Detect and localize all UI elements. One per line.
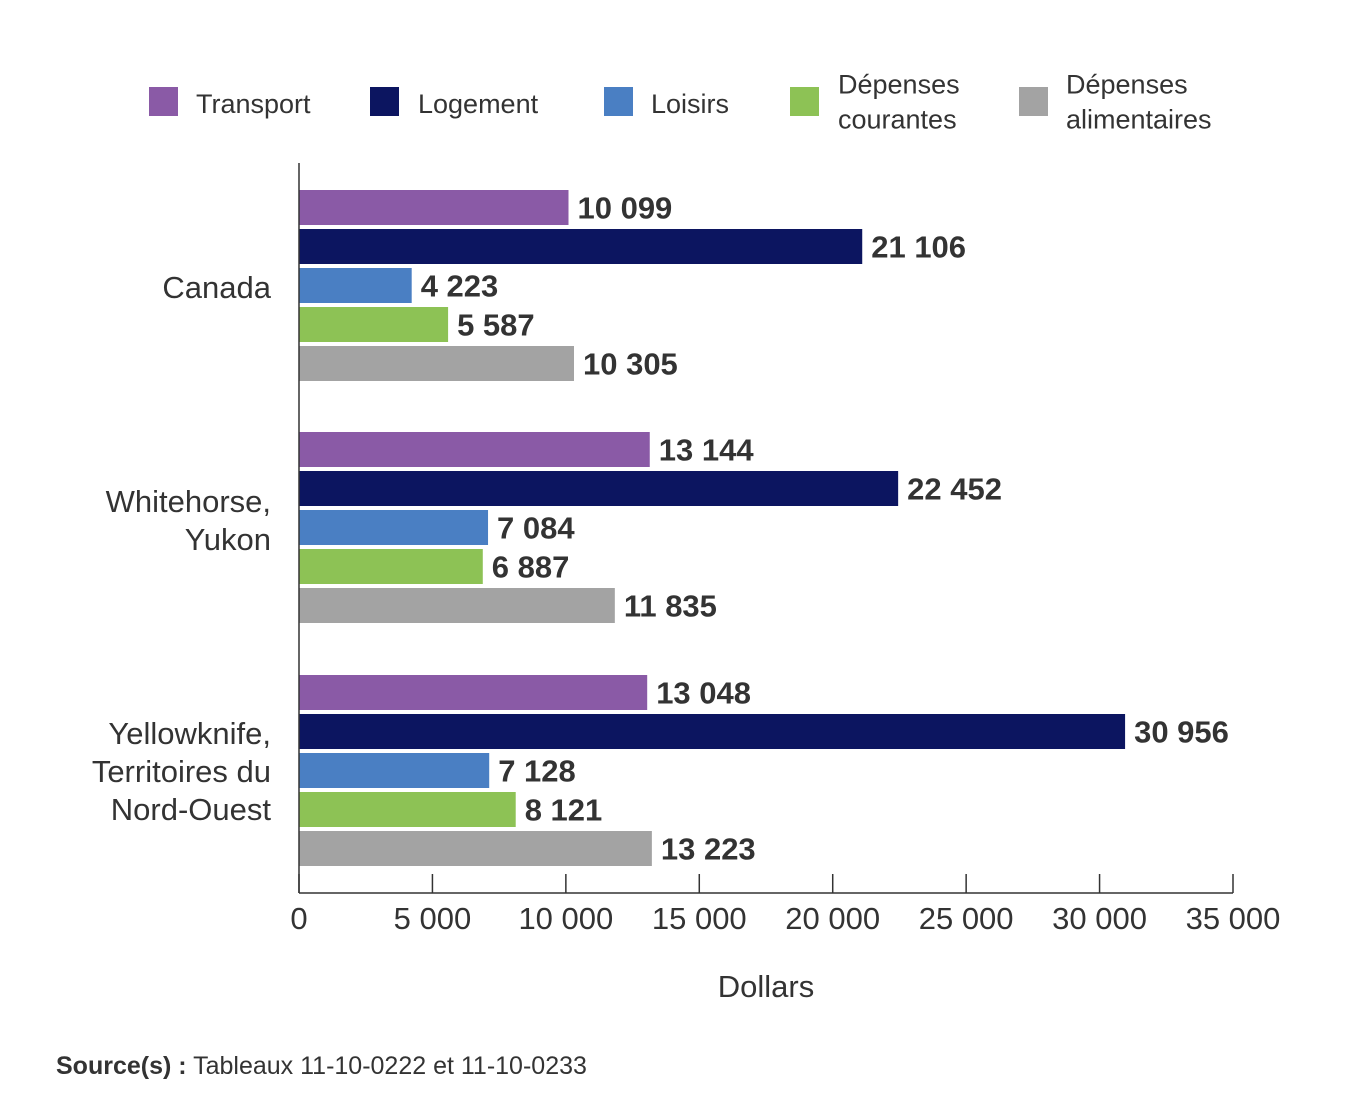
data-label: 13 144 bbox=[659, 433, 755, 468]
legend-item: Loisirs bbox=[604, 87, 729, 119]
x-tick-label: 10 000 bbox=[518, 901, 613, 936]
x-tick-label: 15 000 bbox=[652, 901, 747, 936]
category-label: Whitehorse, Yukon bbox=[106, 484, 271, 557]
bar bbox=[299, 190, 569, 225]
legend-item: Logement bbox=[370, 87, 539, 119]
bar bbox=[299, 753, 490, 788]
data-label: 8 121 bbox=[525, 793, 603, 828]
legend-label: Loisirs bbox=[651, 89, 729, 119]
data-label: 5 587 bbox=[457, 308, 535, 343]
bars-layer: 10 099 21 106 4 223 5 587 10 305 13 144 22 452… bbox=[299, 190, 1229, 867]
bar bbox=[299, 714, 1126, 749]
legend-swatch bbox=[370, 87, 399, 116]
bar bbox=[299, 831, 652, 866]
legend-label: Dépenses alimentaires bbox=[1066, 70, 1212, 135]
data-label: 30 956 bbox=[1134, 715, 1229, 750]
legend-item: Transport bbox=[149, 87, 311, 119]
data-label: 10 305 bbox=[583, 347, 678, 382]
x-axis-title: Dollars bbox=[718, 969, 814, 1004]
x-tick-label: 30 000 bbox=[1052, 901, 1147, 936]
bar bbox=[299, 229, 863, 264]
legend-swatch bbox=[604, 87, 633, 116]
data-label: 13 048 bbox=[656, 676, 751, 711]
category-label: Canada bbox=[162, 270, 271, 305]
x-tick-label: 25 000 bbox=[919, 901, 1014, 936]
data-label: 22 452 bbox=[907, 472, 1002, 507]
bar bbox=[299, 432, 650, 467]
x-tick-label: 35 000 bbox=[1186, 901, 1281, 936]
source-note: Source(s) : Tableaux 11-10-0222 et 11-10… bbox=[56, 1052, 587, 1081]
bar bbox=[299, 675, 648, 710]
bar bbox=[299, 549, 483, 584]
bar bbox=[299, 510, 489, 545]
bar bbox=[299, 792, 516, 827]
x-tick-label: 0 bbox=[290, 901, 307, 936]
x-tick-label: 5 000 bbox=[394, 901, 472, 936]
legend-label: Dépenses courantes bbox=[838, 70, 960, 135]
source-label: Source(s) : bbox=[56, 1052, 187, 1080]
legend-swatch bbox=[1019, 87, 1048, 116]
legend: Transport Logement Loisirs Dépenses courante… bbox=[149, 70, 1212, 135]
data-label: 7 084 bbox=[497, 511, 575, 546]
data-label: 6 887 bbox=[492, 550, 570, 585]
source-text: Tableaux 11-10-0222 et 11-10-0233 bbox=[193, 1052, 587, 1080]
bar bbox=[299, 588, 615, 623]
bar bbox=[299, 471, 899, 506]
legend-swatch bbox=[149, 87, 178, 116]
bar-chart: Transport Logement Loisirs Dépenses courante… bbox=[92, 70, 1281, 1005]
bar bbox=[299, 268, 412, 303]
data-label: 4 223 bbox=[421, 269, 499, 304]
legend-swatch bbox=[790, 87, 819, 116]
data-label: 21 106 bbox=[871, 230, 966, 265]
bar bbox=[299, 346, 574, 381]
bar bbox=[299, 307, 449, 342]
legend-item: Dépenses alimentaires bbox=[1019, 70, 1212, 135]
data-label: 11 835 bbox=[624, 589, 717, 624]
data-label: 13 223 bbox=[661, 832, 756, 867]
x-tick-label: 20 000 bbox=[785, 901, 880, 936]
legend-item: Dépenses courantes bbox=[790, 70, 960, 135]
category-label: Yellowknife, Territoires du Nord-Ouest bbox=[92, 716, 272, 827]
legend-label: Transport bbox=[196, 89, 311, 119]
data-label: 7 128 bbox=[498, 754, 576, 789]
legend-label: Logement bbox=[418, 89, 539, 119]
data-label: 10 099 bbox=[577, 191, 672, 226]
axes: 0 5 000 10 000 15 000 20 000 25 000 30 000 35 0… bbox=[92, 163, 1281, 1004]
